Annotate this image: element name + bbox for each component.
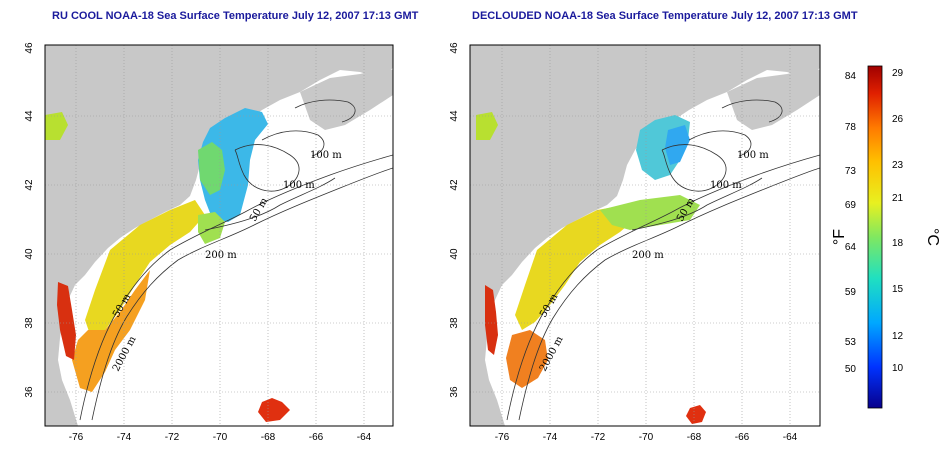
map-frame <box>469 44 821 427</box>
sst-gulf-of-maine <box>198 108 268 222</box>
y-tick-label: 40 <box>449 248 460 260</box>
y-tick-label: 36 <box>449 386 460 398</box>
celsius-tick-label: 21 <box>892 193 904 204</box>
right-panel-title: DECLOUDED NOAA-18 Sea Surface Temperatur… <box>472 10 858 22</box>
x-tick-label: -74 <box>543 432 558 443</box>
contour-label: 100 m <box>283 180 315 191</box>
contour-label: 100 m <box>710 180 742 191</box>
fahrenheit-tick-label: 73 <box>845 166 857 177</box>
fahrenheit-tick-label: 53 <box>845 337 857 348</box>
y-tick-label: 44 <box>24 110 35 122</box>
y-tick-label: 42 <box>449 179 460 191</box>
sst-chesapeake <box>57 282 76 360</box>
fahrenheit-tick-label: 78 <box>845 122 857 133</box>
fahrenheit-tick-label: 69 <box>845 200 857 211</box>
x-tick-label: -72 <box>165 432 180 443</box>
contour-label: 200 m <box>632 250 664 261</box>
sst-offshore-red <box>258 398 290 422</box>
right-map-panel: 100 m 100 m 50 m 200 m 50 m 2000 m -76 -… <box>449 42 821 443</box>
x-tick-label: -70 <box>213 432 228 443</box>
celsius-tick-label: 12 <box>892 331 904 342</box>
sst-chesapeake <box>485 285 498 355</box>
fahrenheit-tick-label: 50 <box>845 364 857 375</box>
bathymetry-contours <box>79 99 393 421</box>
x-tick-label: -76 <box>495 432 510 443</box>
x-tick-label: -64 <box>783 432 798 443</box>
land-mass <box>45 45 393 426</box>
sst-shelf-yellow <box>515 205 640 330</box>
x-tick-label: -68 <box>261 432 276 443</box>
land-mass <box>470 45 820 426</box>
y-tick-label: 42 <box>24 179 35 191</box>
x-tick-label: -66 <box>735 432 750 443</box>
celsius-unit-label: °C <box>924 228 941 246</box>
x-tick-label: -66 <box>309 432 324 443</box>
y-tick-label: 44 <box>449 110 460 122</box>
x-tick-label: -72 <box>591 432 606 443</box>
lat-lon-grid <box>470 45 820 426</box>
celsius-tick-label: 23 <box>892 160 904 171</box>
y-tick-label: 38 <box>24 317 35 329</box>
x-tick-label: -74 <box>117 432 132 443</box>
y-tick-label: 36 <box>24 386 35 398</box>
sst-gulf-green <box>198 142 225 195</box>
y-tick-label: 46 <box>24 42 35 54</box>
left-map-panel: 100 m 100 m 50 m 200 m 50 m 2000 m -76 -… <box>24 42 394 443</box>
fahrenheit-ticks: 84 78 73 69 64 59 53 50 <box>845 71 857 375</box>
map-frame <box>44 44 394 427</box>
celsius-tick-label: 26 <box>892 114 904 125</box>
nova-scotia <box>727 68 820 130</box>
celsius-ticks: 29 26 23 21 18 15 12 10 <box>892 68 904 374</box>
y-tick-label: 40 <box>24 248 35 260</box>
celsius-tick-label: 10 <box>892 363 904 374</box>
fahrenheit-tick-label: 64 <box>845 242 857 253</box>
temperature-colorbar: 84 78 73 69 64 59 53 50 29 26 23 21 18 1… <box>831 65 941 409</box>
nova-scotia <box>300 68 393 130</box>
celsius-tick-label: 29 <box>892 68 904 79</box>
contour-label: 200 m <box>205 250 237 261</box>
x-tick-label: -68 <box>687 432 702 443</box>
contour-label: 100 m <box>310 150 342 161</box>
sst-nova-scotia-patch <box>476 112 498 140</box>
sst-offshore-red <box>686 405 706 424</box>
x-tick-label: -76 <box>69 432 84 443</box>
lat-lon-grid <box>45 45 393 426</box>
left-panel-title: RU COOL NOAA-18 Sea Surface Temperature … <box>52 10 419 22</box>
y-axis-ticks: 46 44 42 40 38 36 <box>24 42 35 398</box>
x-tick-label: -64 <box>357 432 372 443</box>
fahrenheit-unit-label: °F <box>831 229 848 245</box>
celsius-tick-label: 18 <box>892 238 904 249</box>
sst-shelf-yellow <box>85 200 205 340</box>
y-axis-ticks: 46 44 42 40 38 36 <box>449 42 460 398</box>
contour-label: 100 m <box>737 150 769 161</box>
bathymetry-contours <box>506 99 820 421</box>
x-tick-label: -70 <box>639 432 654 443</box>
colorbar-gradient <box>867 65 883 409</box>
sst-mab-orange <box>506 330 548 388</box>
fahrenheit-tick-label: 59 <box>845 287 857 298</box>
celsius-tick-label: 15 <box>892 284 904 295</box>
sst-nova-scotia-patch <box>45 112 68 140</box>
x-axis-ticks: -76 -74 -72 -70 -68 -66 -64 <box>495 432 798 443</box>
y-tick-label: 38 <box>449 317 460 329</box>
sst-mab-orange <box>72 270 150 392</box>
x-axis-ticks: -76 -74 -72 -70 -68 -66 -64 <box>69 432 372 443</box>
fahrenheit-tick-label: 84 <box>845 71 857 82</box>
sst-shelf-green <box>600 195 700 230</box>
y-tick-label: 46 <box>449 42 460 54</box>
